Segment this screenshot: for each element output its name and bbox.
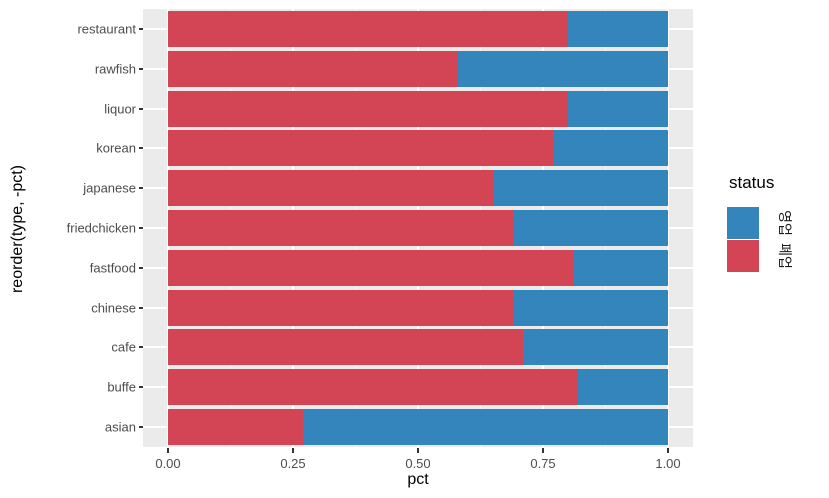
bar-row-friedchicken <box>168 210 668 246</box>
bar-segment-closed <box>168 329 523 366</box>
x-tick-mark <box>542 448 544 453</box>
x-tick-mark <box>292 448 294 453</box>
bar-row-liquor <box>168 90 668 127</box>
bar-row-chinese <box>168 289 668 326</box>
y-tick-mark <box>139 346 143 349</box>
y-tick-mark <box>139 306 143 309</box>
y-tick-mark <box>139 147 143 150</box>
y-tick-mark <box>139 187 143 190</box>
bar-segment-open <box>553 130 668 167</box>
plot-panel <box>143 9 693 447</box>
bar-segment-open <box>513 210 668 246</box>
y-axis-label-rawfish: rawfish <box>94 61 136 77</box>
bar-segment-closed <box>168 249 573 286</box>
bar-segment-open <box>568 90 668 127</box>
y-tick-mark <box>139 266 143 269</box>
y-tick-mark <box>139 27 143 30</box>
bar-segment-open <box>568 10 668 47</box>
legend-entry-closed: 폐업 <box>727 239 798 272</box>
legend-key-open-swatch <box>727 206 759 239</box>
legend-title: status <box>729 173 775 192</box>
bar-segment-open <box>573 249 668 286</box>
bar-segment-open <box>303 409 668 446</box>
y-axis-label-friedchicken: friedchicken <box>66 220 136 236</box>
y-axis-label-fastfood: fastfood <box>89 260 136 276</box>
bar-segment-open <box>523 329 668 366</box>
bar-segment-open <box>513 289 668 326</box>
bar-segment-closed <box>168 130 553 167</box>
x-axis-label: 0.50 <box>405 456 431 471</box>
x-axis-title: pct <box>407 471 429 488</box>
bar-row-rawfish <box>168 50 668 87</box>
legend-label-open: 영업 <box>776 209 793 236</box>
bar-segment-closed <box>168 409 303 446</box>
x-tick-mark <box>167 448 169 453</box>
bar-segment-closed <box>168 289 513 326</box>
x-axis-label: 1.00 <box>655 456 681 471</box>
bar-segment-closed <box>168 170 493 207</box>
bar-segment-closed <box>168 10 568 47</box>
y-tick-mark <box>139 227 143 229</box>
x-tick-mark <box>417 448 419 453</box>
bar-row-asian <box>168 409 668 446</box>
bar-segment-open <box>578 369 668 406</box>
y-axis-label-cafe: cafe <box>111 339 136 355</box>
bar-row-japanese <box>168 170 668 207</box>
legend-entry-open: 영업 <box>727 206 798 239</box>
bar-row-fastfood <box>168 249 668 286</box>
y-axis-label-restaurant: restaurant <box>77 21 136 37</box>
x-tick-mark <box>667 448 669 453</box>
y-axis-label-japanese: japanese <box>83 180 136 196</box>
x-axis-label: 0.00 <box>155 456 181 471</box>
y-axis-label-korean: korean <box>96 140 136 156</box>
y-axis-label-chinese: chinese <box>91 300 136 316</box>
legend-label-closed: 폐업 <box>776 242 793 269</box>
bar-segment-closed <box>168 210 513 246</box>
y-tick-mark <box>139 386 143 389</box>
bar-row-cafe <box>168 329 668 366</box>
bar-segment-closed <box>168 50 458 87</box>
y-tick-mark <box>139 426 143 429</box>
bar-row-buffe <box>168 369 668 406</box>
bar-row-restaurant <box>168 10 668 47</box>
x-axis-label: 0.75 <box>530 456 556 471</box>
y-tick-mark <box>139 107 143 110</box>
bar-segment-closed <box>168 369 578 406</box>
y-axis-label-buffe: buffe <box>107 379 136 395</box>
bar-row-korean <box>168 130 668 167</box>
y-axis-label-liquor: liquor <box>104 101 136 117</box>
bar-segment-closed <box>168 90 568 127</box>
x-axis-label: 0.25 <box>280 456 306 471</box>
y-tick-mark <box>139 67 143 70</box>
legend-key-closed-swatch <box>727 239 759 272</box>
y-axis-label-asian: asian <box>104 419 136 435</box>
bar-segment-open <box>458 50 668 87</box>
bar-segment-open <box>493 170 668 207</box>
gridline-major <box>667 9 669 447</box>
